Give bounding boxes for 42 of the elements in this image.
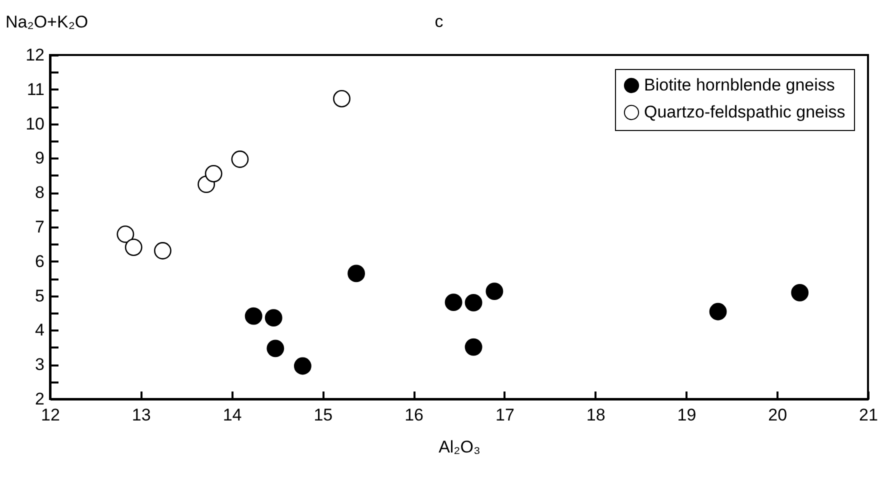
y-tick-label: 12	[26, 46, 44, 64]
point	[204, 164, 222, 182]
legend-label: Quartzo-feldspathic gneiss	[644, 102, 846, 122]
chart-title: c	[434, 12, 444, 31]
x-tick-label: 17	[495, 406, 514, 424]
point	[709, 302, 727, 320]
x-tick-label: 16	[404, 406, 424, 424]
point	[464, 338, 482, 356]
y-tick-label: 11	[26, 80, 44, 99]
y-tick-label: 9	[35, 148, 44, 168]
y-tick-label: 6	[35, 252, 44, 271]
point	[231, 150, 249, 168]
x-tick-label: 13	[132, 406, 151, 424]
point	[464, 294, 482, 312]
point	[333, 90, 350, 108]
point	[266, 340, 284, 358]
x-tick-label: 14	[222, 406, 242, 424]
point	[348, 264, 366, 282]
x-tick-label: 15	[314, 406, 333, 424]
y-tick-label: 5	[35, 286, 44, 306]
point	[116, 226, 134, 243]
x-tick-label: 19	[677, 406, 696, 424]
point	[124, 238, 142, 256]
point	[294, 357, 312, 375]
y-tick-label: 8	[35, 183, 44, 202]
y-axis-title: Na₂O+K₂O	[6, 12, 88, 32]
x-axis-title: Al₂O₃	[438, 438, 480, 456]
point	[791, 284, 809, 302]
point	[444, 294, 462, 312]
point	[264, 309, 282, 327]
y-tick-label: 3	[35, 355, 44, 374]
y-tick-label: 10	[26, 114, 44, 134]
y-tick-label: 4	[35, 320, 44, 340]
legend-label: Biotite hornblende gneiss	[644, 76, 835, 94]
y-tick-label: 2	[35, 390, 44, 408]
x-tick-label: 20	[768, 406, 788, 424]
point	[154, 242, 172, 260]
y-tick-label: 7	[35, 218, 44, 236]
point	[244, 307, 262, 325]
x-tick-label: 21	[859, 406, 878, 424]
point	[486, 282, 504, 300]
x-tick-label: 18	[586, 406, 606, 424]
